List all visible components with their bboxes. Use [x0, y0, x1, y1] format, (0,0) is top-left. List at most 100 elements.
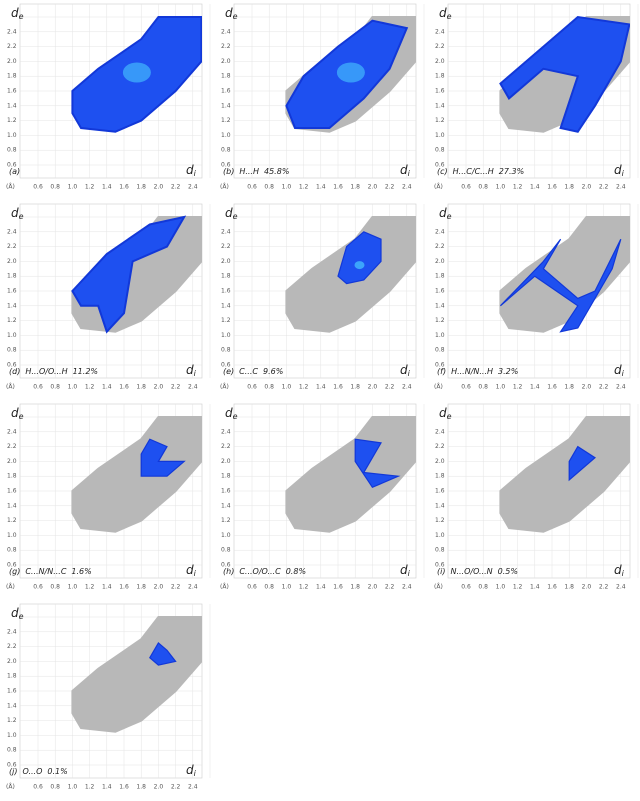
gray-cloud	[499, 216, 630, 333]
y-tick-label: 1.4	[7, 102, 17, 109]
y-tick-label: 2.4	[435, 28, 445, 35]
y-axis-title: de	[225, 206, 238, 221]
contact-percent: 9.6%	[263, 367, 283, 376]
x-axis-sub: i	[194, 769, 197, 778]
x-axis-sub: i	[408, 569, 411, 578]
dense-region	[354, 261, 365, 270]
unit-label: (Å)	[434, 184, 443, 191]
x-tick-label: 2.0	[154, 784, 164, 791]
x-tick-label: 1.6	[547, 584, 557, 591]
x-tick-label: 1.0	[496, 384, 506, 391]
y-axis-main: d	[439, 206, 447, 220]
x-axis-title: di	[400, 163, 411, 178]
y-tick-label: 1.2	[435, 317, 445, 324]
x-tick-label: 2.0	[368, 584, 378, 591]
contact-percent: 0.5%	[498, 567, 518, 576]
x-tick-label: 1.4	[102, 384, 112, 391]
x-tick-label: 0.6	[247, 384, 257, 391]
x-tick-label: 1.0	[68, 784, 78, 791]
y-tick-label: 2.2	[221, 243, 231, 250]
x-tick-label: 2.0	[154, 384, 164, 391]
y-axis-sub: e	[233, 12, 238, 21]
x-axis-main: d	[614, 563, 622, 577]
cloud	[285, 216, 416, 333]
y-tick-label: 1.6	[221, 488, 231, 495]
y-tick-label: 2.2	[7, 243, 17, 250]
y-tick-label: 0.6	[7, 162, 17, 169]
x-tick-label: 1.0	[282, 184, 292, 191]
x-tick-label: 1.0	[496, 584, 506, 591]
y-tick-label: 2.2	[435, 243, 445, 250]
x-tick-label: 1.8	[350, 384, 360, 391]
blue-cloud	[149, 641, 177, 666]
y-axis-title: de	[225, 6, 238, 21]
y-axis-main: d	[11, 6, 19, 20]
x-tick-label: 1.0	[68, 184, 78, 191]
x-tick-label: 0.8	[264, 584, 274, 591]
y-tick-label: 0.8	[435, 547, 445, 554]
y-tick-label: 1.2	[7, 717, 17, 724]
y-axis-title: de	[225, 406, 238, 421]
contact-percent: 27.3%	[499, 167, 524, 176]
cloud	[71, 215, 202, 334]
panel-label: (f)	[437, 367, 446, 376]
x-axis-sub: i	[408, 169, 411, 178]
x-tick-label: 1.8	[564, 184, 574, 191]
y-tick-label: 1.4	[435, 502, 445, 509]
x-axis-sub: i	[194, 169, 197, 178]
x-tick-label: 2.0	[368, 184, 378, 191]
y-tick-label: 2.4	[7, 228, 17, 235]
x-tick-label: 0.8	[478, 384, 488, 391]
y-axis-main: d	[439, 6, 447, 20]
unit-label: (Å)	[434, 584, 443, 591]
panel-label: (h)	[223, 567, 234, 576]
x-tick-label: 2.2	[599, 184, 609, 191]
x-tick-label: 0.8	[50, 784, 60, 791]
y-tick-label: 1.8	[435, 73, 445, 80]
y-tick-label: 1.0	[7, 132, 17, 139]
y-tick-label: 1.4	[435, 102, 445, 109]
y-tick-label: 2.4	[7, 628, 17, 635]
x-tick-label: 2.4	[188, 784, 198, 791]
y-tick-label: 2.4	[435, 228, 445, 235]
y-axis-title: de	[11, 406, 24, 421]
y-tick-label: 1.6	[7, 488, 17, 495]
panel-caption: (e) C...C 9.6%	[223, 367, 283, 376]
panel-caption: (a)	[9, 167, 20, 176]
y-tick-label: 2.2	[7, 43, 17, 50]
x-tick-label: 1.8	[564, 384, 574, 391]
y-tick-label: 1.8	[7, 273, 17, 280]
y-tick-label: 2.0	[7, 658, 17, 665]
contact-type: N...O/O...N	[450, 567, 492, 576]
y-tick-label: 0.6	[221, 362, 231, 369]
panel-label: (e)	[223, 367, 234, 376]
y-tick-label: 1.0	[7, 332, 17, 339]
blue-cloud	[354, 438, 401, 489]
y-tick-label: 2.4	[221, 28, 231, 35]
gray-cloud	[285, 416, 416, 533]
x-axis-sub: i	[194, 369, 197, 378]
x-tick-label: 1.8	[136, 584, 146, 591]
x-tick-label: 2.2	[599, 384, 609, 391]
y-tick-label: 1.8	[7, 473, 17, 480]
x-tick-label: 1.2	[85, 784, 95, 791]
x-tick-label: 1.8	[136, 184, 146, 191]
y-tick-label: 1.6	[7, 88, 17, 95]
panel: 0.6 0.6 0.8 0.8 1.0 1.0 1.2 1.2 1.4 1.4 1.6 1.6 1.8 1…	[6, 203, 211, 391]
x-tick-label: 1.8	[350, 184, 360, 191]
y-tick-label: 0.8	[221, 147, 231, 154]
x-tick-label: 1.4	[316, 584, 326, 591]
cloud	[285, 416, 416, 533]
x-tick-label: 0.6	[33, 584, 43, 591]
contact-percent: 3.2%	[498, 367, 518, 376]
cloud	[71, 16, 202, 133]
panel-label: (i)	[437, 567, 445, 576]
x-tick-label: 1.0	[282, 384, 292, 391]
panel: 0.6 0.6 0.8 0.8 1.0 1.0 1.2 1.2 1.4 1.4 1.6 1.6 1.8 1…	[434, 403, 639, 591]
y-tick-label: 0.6	[221, 562, 231, 569]
y-tick-label: 1.2	[221, 317, 231, 324]
x-axis-main: d	[186, 563, 194, 577]
contact-type: C...C	[239, 367, 258, 376]
unit-label: (Å)	[6, 384, 15, 391]
